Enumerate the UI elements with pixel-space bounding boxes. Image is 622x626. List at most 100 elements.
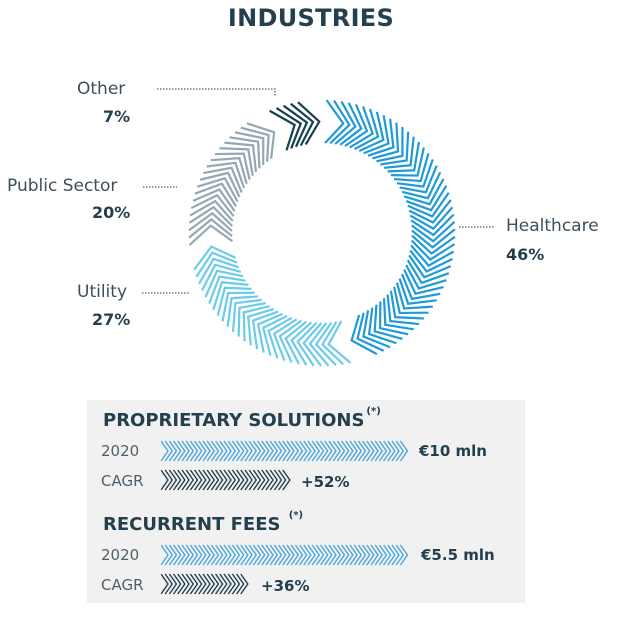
chevron-mark xyxy=(199,171,241,198)
chevron-mark xyxy=(410,239,456,262)
pct-healthcare: 46% xyxy=(506,245,545,264)
bar-chevron xyxy=(252,469,262,491)
chevron-mark xyxy=(216,286,252,316)
chevron-mark xyxy=(214,152,251,180)
bar-chevron xyxy=(177,469,186,491)
chevron-mark xyxy=(398,278,437,305)
chevron-mark xyxy=(242,305,270,342)
bar-chevron xyxy=(168,440,178,462)
bar-chevron xyxy=(248,544,258,566)
bar-chevron xyxy=(231,573,241,595)
bar-chevron xyxy=(231,469,241,491)
bar-chevron xyxy=(395,544,405,566)
chevron-mark xyxy=(290,102,315,147)
bar-chevron xyxy=(227,440,237,462)
bar-chevron xyxy=(189,440,199,462)
chevron-mark xyxy=(256,312,283,353)
chevron-mark xyxy=(383,136,415,169)
chevron-mark xyxy=(226,295,259,327)
bar-chevron xyxy=(273,544,283,566)
chevron-mark xyxy=(405,185,448,212)
chevron-mark xyxy=(201,263,242,291)
chevron-mark xyxy=(282,104,309,148)
bar-chevron xyxy=(194,573,203,595)
bar-chevron xyxy=(210,544,220,566)
bar-2020-recurrent xyxy=(161,544,409,566)
bar-chevron xyxy=(399,440,409,462)
proprietary-solutions-heading: PROPRIETARY SOLUTIONS (*) xyxy=(103,406,381,431)
bar-chevron xyxy=(362,440,371,462)
bar-chevron xyxy=(210,573,220,595)
chevron-mark xyxy=(389,290,424,320)
chevron-mark xyxy=(356,312,385,352)
bar-chevron xyxy=(219,469,228,491)
chevron-mark xyxy=(382,298,414,331)
bar-chevron xyxy=(341,440,350,462)
bar-chevron xyxy=(194,544,203,566)
bar-chevron xyxy=(387,440,396,462)
bar-chevron xyxy=(374,544,384,566)
bar-chevron xyxy=(198,573,207,595)
bar-chevron xyxy=(227,544,237,566)
bar-chevron xyxy=(286,544,295,566)
bar-chevron xyxy=(257,440,266,462)
bar-chevron xyxy=(240,573,249,595)
chevron-mark xyxy=(206,161,246,189)
bar-chevron xyxy=(219,544,228,566)
bar-chevron xyxy=(307,544,316,566)
chevron-mark xyxy=(203,166,243,193)
bar-chevron xyxy=(252,440,262,462)
bar-chevron xyxy=(324,544,333,566)
bar-chevron xyxy=(303,440,312,462)
chevron-mark xyxy=(376,127,404,163)
bar-chevron xyxy=(261,544,270,566)
chevron-mark xyxy=(251,310,279,350)
bar-chevron xyxy=(265,440,274,462)
bar-chevron xyxy=(223,469,232,491)
bar-chevron xyxy=(248,440,258,462)
bar-chevron xyxy=(294,544,304,566)
bar-chevron xyxy=(173,573,182,595)
chevron-mark xyxy=(406,259,450,285)
bar-chevron xyxy=(210,440,220,462)
chevron-mark xyxy=(278,319,303,363)
bar-chevron xyxy=(399,544,409,566)
bar-chevron xyxy=(341,544,350,566)
bar-chevron xyxy=(357,440,367,462)
bar-chevron xyxy=(290,440,300,462)
chevron-mark xyxy=(378,301,409,336)
bar-chevron xyxy=(164,544,174,566)
bar-chevron xyxy=(189,573,199,595)
chevron-mark xyxy=(411,228,456,249)
chevron-mark xyxy=(409,206,454,231)
bar-chevron xyxy=(336,544,346,566)
bar-chevron xyxy=(236,440,245,462)
bar-chevron xyxy=(181,469,190,491)
bar-chevron xyxy=(161,544,169,566)
bar-chevron xyxy=(278,544,287,566)
pct-utility: 27% xyxy=(92,310,131,329)
chevron-mark xyxy=(403,178,445,206)
bar-chevron xyxy=(278,440,287,462)
chevron-mark xyxy=(407,192,450,218)
chevron-mark xyxy=(192,188,236,212)
bar-chevron xyxy=(395,440,405,462)
donut-segment-public-sector xyxy=(188,122,276,246)
chevron-mark xyxy=(212,281,249,310)
chevron-mark xyxy=(198,257,240,285)
bar-chevron xyxy=(198,440,207,462)
bar-chevron xyxy=(164,573,174,595)
bar-chevron xyxy=(189,544,199,566)
chevron-mark xyxy=(408,254,452,279)
bar-chevron xyxy=(177,440,186,462)
bar-chevron xyxy=(227,573,237,595)
chevron-mark xyxy=(408,199,452,224)
bar-chevron xyxy=(273,469,283,491)
bar-chevron xyxy=(161,573,169,595)
bar-chevron xyxy=(181,440,190,462)
bar-chevron xyxy=(320,440,329,462)
bar-chevron xyxy=(202,440,211,462)
bar-chevron xyxy=(210,469,220,491)
chevron-mark xyxy=(327,320,352,364)
